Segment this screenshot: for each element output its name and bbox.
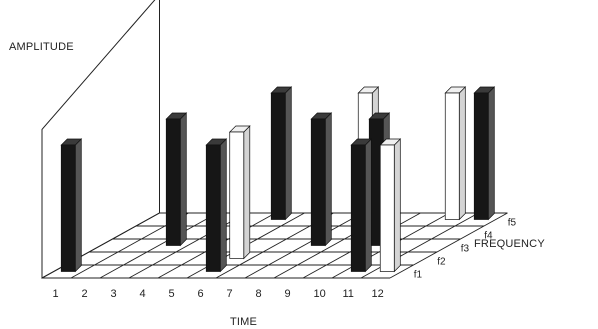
bar-t1-f1	[60, 138, 83, 273]
x-tick-label: 12	[372, 288, 384, 300]
bar-side	[179, 112, 187, 247]
bar-side	[364, 138, 372, 273]
x-tick-label: 1	[53, 288, 59, 300]
bar-side	[284, 86, 292, 221]
grid-line-time	[244, 212, 363, 279]
bar-t12-f5	[473, 86, 496, 221]
x-tick-label: 3	[111, 288, 117, 300]
bar-side	[324, 112, 332, 247]
x-tick-label: 10	[314, 288, 326, 300]
bar-t11-f5	[444, 86, 467, 221]
grid-line-time	[128, 212, 247, 279]
grid-line-time	[389, 212, 508, 279]
x-axis-label: TIME	[230, 316, 257, 328]
bar-front	[229, 131, 245, 259]
z-axis-label: AMPLITUDE	[9, 41, 74, 53]
bar-front	[270, 92, 286, 220]
bar-side	[74, 138, 82, 273]
bar-t6-f2	[228, 125, 251, 260]
y-tick-label: f1	[414, 270, 423, 281]
bar-side	[458, 86, 466, 221]
x-tick-label: 5	[169, 288, 175, 300]
bar-front	[444, 92, 460, 220]
labels: AMPLITUDE FREQUENCY TIME 1 2 3 4 5 6 7 8 9 10 11 12…	[9, 41, 545, 328]
bar-t3-f3	[165, 112, 188, 247]
bars	[60, 86, 496, 273]
bar-side	[487, 86, 495, 221]
bar-side	[393, 138, 401, 273]
bar-front	[473, 92, 489, 220]
x-tick-label: 4	[140, 288, 146, 300]
bar-t11-f1	[350, 138, 373, 273]
bar-front	[60, 144, 76, 272]
y-axis-label: FREQUENCY	[474, 238, 545, 250]
bar-front	[205, 144, 221, 272]
bar-front	[310, 118, 326, 246]
y-tick-label: f5	[508, 218, 517, 229]
bar-t8-f3	[310, 112, 333, 247]
x-tick-label: 6	[198, 288, 204, 300]
bar-t12-f1	[379, 138, 402, 273]
x-tick-label: 11	[343, 288, 354, 300]
bar-side	[243, 125, 251, 260]
x-tick-label: 8	[256, 288, 262, 300]
y-tick-label: f2	[437, 257, 446, 268]
grid-line-time	[99, 212, 218, 279]
x-tick-label: 9	[285, 288, 291, 300]
y-tick-label: f3	[461, 244, 470, 255]
x-tick-label: 2	[82, 288, 88, 300]
bar-t5-f5	[270, 86, 293, 221]
bar-t6-f1	[205, 138, 228, 273]
bar-front	[379, 144, 395, 272]
x-tick-label: 7	[227, 288, 233, 300]
bar-front	[350, 144, 366, 272]
bar-front	[165, 118, 181, 246]
y-tick-label: f4	[484, 231, 493, 242]
bar-side	[219, 138, 227, 273]
